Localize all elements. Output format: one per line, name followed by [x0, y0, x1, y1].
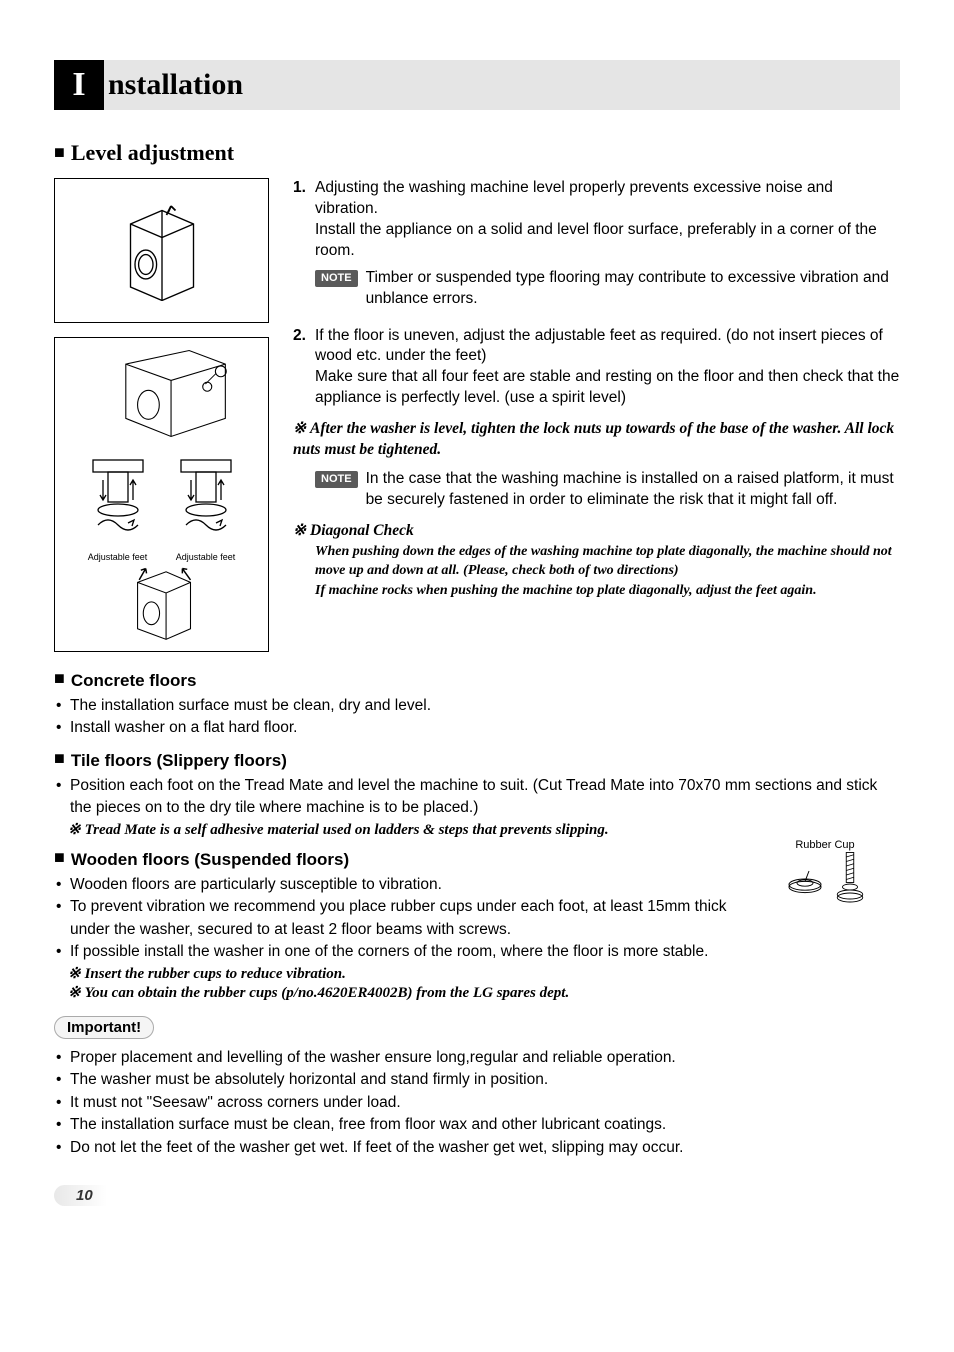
title-rest: nstallation	[108, 68, 243, 102]
wooden-b3: •If possible install the washer in one o…	[56, 941, 750, 963]
snowflake-icon: ※	[293, 420, 306, 437]
concrete-b2: •Install washer on a flat hard floor.	[56, 717, 900, 739]
concrete-h-text: Concrete floors	[71, 671, 197, 690]
square-bullet-icon-2: ■	[54, 668, 65, 688]
imp-b5: •Do not let the feet of the washer get w…	[56, 1137, 900, 1159]
step-1-body: Adjusting the washing machine level prop…	[315, 178, 900, 316]
snowflake-icon-4: ※	[68, 966, 81, 982]
square-bullet-icon: ■	[54, 142, 65, 162]
diagonal-check: ※Diagonal Check When pushing down the ed…	[293, 521, 900, 601]
tile-list: •Position each foot on the Tread Mate an…	[56, 775, 900, 820]
imp-b4: •The installation surface must be clean,…	[56, 1114, 900, 1136]
adjustable-foot-right-icon	[166, 455, 246, 545]
step-1-num: 1.	[293, 178, 315, 316]
level-adjustment-row: Adjustable feet Adj	[54, 178, 900, 652]
rubber-cup-figure: Rubber Cup	[750, 839, 900, 911]
step-1-note: NOTE Timber or suspended type flooring m…	[315, 268, 900, 310]
step-2-note-text: In the case that the washing machine is …	[366, 469, 900, 511]
square-bullet-icon-4: ■	[54, 847, 65, 867]
step-1-p2: Install the appliance on a solid and lev…	[315, 220, 900, 262]
wooden-h-text: Wooden floors (Suspended floors)	[71, 850, 349, 869]
section-heading: ■ Level adjustment	[54, 140, 900, 166]
square-bullet-icon-3: ■	[54, 748, 65, 768]
imp-b2: •The washer must be absolutely horizonta…	[56, 1069, 900, 1091]
diag-p1: When pushing down the edges of the washi…	[315, 542, 900, 581]
step-2-note: NOTE In the case that the washing machin…	[315, 469, 900, 511]
washer-diagram-icon	[117, 201, 207, 301]
feet-row: Adjustable feet Adj	[78, 455, 246, 562]
step-2-p1: If the floor is uneven, adjust the adjus…	[315, 326, 900, 368]
step-1: 1. Adjusting the washing machine level p…	[293, 178, 900, 316]
diag-p2: If machine rocks when pushing the machin…	[315, 581, 900, 601]
title-initial: I	[54, 60, 104, 110]
fig-washer-top	[54, 178, 269, 323]
tile-h-text: Tile floors (Slippery floors)	[71, 751, 287, 770]
note-badge-2: NOTE	[315, 471, 358, 488]
wooden-row: ■ Wooden floors (Suspended floors) •Woode…	[54, 839, 900, 1002]
snowflake-icon-5: ※	[68, 985, 81, 1001]
step-1-note-text: Timber or suspended type flooring may co…	[366, 268, 900, 310]
tile-heading: ■ Tile floors (Slippery floors)	[54, 750, 900, 771]
step-2-p2: Make sure that all four feet are stable …	[315, 367, 900, 409]
adjustable-foot-left-icon	[78, 455, 158, 545]
imp-b1: •Proper placement and levelling of the w…	[56, 1047, 900, 1069]
step-1-p1: Adjusting the washing machine level prop…	[315, 178, 900, 220]
diag-heading: Diagonal Check	[310, 522, 414, 539]
imp-b3: •It must not "Seesaw" across corners und…	[56, 1092, 900, 1114]
washer-diagonal-icon	[117, 562, 207, 643]
foot-left-label: Adjustable feet	[78, 552, 158, 562]
concrete-b1: •The installation surface must be clean,…	[56, 695, 900, 717]
foot-right-fig: Adjustable feet	[166, 455, 246, 562]
note-badge: NOTE	[315, 270, 358, 287]
after-level-note: ※After the washer is level, tighten the …	[293, 419, 900, 461]
text-column: 1. Adjusting the washing machine level p…	[293, 178, 900, 652]
wooden-text: ■ Wooden floors (Suspended floors) •Woode…	[54, 839, 750, 1002]
foot-right-label: Adjustable feet	[166, 552, 246, 562]
wooden-b2: •To prevent vibration we recommend you p…	[56, 896, 750, 941]
wooden-heading: ■ Wooden floors (Suspended floors)	[54, 849, 750, 870]
step-2-body: If the floor is uneven, adjust the adjus…	[315, 326, 900, 410]
title-bar: I nstallation	[54, 60, 900, 110]
rubber-cup-label: Rubber Cup	[750, 839, 900, 851]
wooden-b1: •Wooden floors are particularly suscepti…	[56, 874, 750, 896]
concrete-list: •The installation surface must be clean,…	[56, 695, 900, 740]
page-number: 10	[54, 1185, 107, 1206]
diag-heading-row: ※Diagonal Check	[293, 521, 900, 542]
step-2-num: 2.	[293, 326, 315, 410]
figure-column: Adjustable feet Adj	[54, 178, 269, 652]
screw-foot-icon	[835, 851, 865, 911]
concrete-heading: ■ Concrete floors	[54, 670, 900, 691]
step-2: 2. If the floor is uneven, adjust the ad…	[293, 326, 900, 410]
tile-note: ※Tread Mate is a self adhesive material …	[68, 820, 900, 839]
fig-washer-feet: Adjustable feet Adj	[54, 337, 269, 652]
section-title: Level adjustment	[71, 140, 234, 165]
rubber-cup-icon	[785, 866, 825, 896]
after-level-text: After the washer is level, tighten the l…	[293, 420, 894, 458]
wooden-note2: ※You can obtain the rubber cups (p/no.46…	[68, 983, 750, 1002]
snowflake-icon-2: ※	[293, 522, 306, 539]
important-badge: Important!	[54, 1016, 154, 1039]
wooden-note1: ※Insert the rubber cups to reduce vibrat…	[68, 964, 750, 983]
wooden-list: •Wooden floors are particularly suscepti…	[56, 874, 750, 964]
tile-b1: •Position each foot on the Tread Mate an…	[56, 775, 900, 820]
foot-left-fig: Adjustable feet	[78, 455, 158, 562]
snowflake-icon-3: ※	[68, 822, 81, 838]
important-list: •Proper placement and levelling of the w…	[56, 1047, 900, 1159]
washer-feet-diagram-icon	[72, 346, 252, 455]
